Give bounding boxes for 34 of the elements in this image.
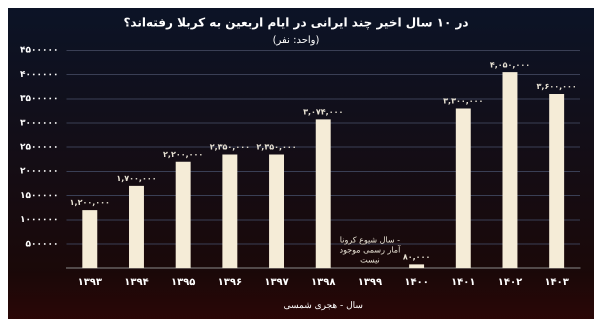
y-tick-label: ۴۰۰۰۰۰۰ — [20, 70, 58, 80]
x-tick-label: ۱۳۹۴ — [124, 276, 149, 288]
y-tick-label: ۲۵۰۰۰۰۰ — [20, 142, 58, 153]
y-tick-label: ۱۵۰۰۰۰۰ — [20, 190, 58, 201]
annotation: سال شیوع کرونا - آمار رسمی موجود نیست — [340, 235, 402, 264]
data-label: ۲,۲۰۰,۰۰۰ — [163, 150, 204, 159]
chart-title: در ۱۰ سال اخیر چند ایرانی در ایام اربعین به کربلا رفته‌اند؟ — [123, 15, 469, 30]
x-tick-label: ۱۴۰۰ — [404, 276, 429, 288]
x-tick-label: ۱۳۹۶ — [218, 276, 242, 288]
data-label: ۳,۳۰۰,۰۰۰ — [443, 96, 484, 106]
y-tick-label: ۴۵۰۰۰۰۰ — [20, 46, 58, 56]
x-tick-label: ۱۳۹۷ — [264, 276, 289, 288]
y-tick-label: ۳۵۰۰۰۰۰ — [20, 94, 58, 104]
x-tick-label: ۱۴۰۱ — [451, 276, 476, 288]
x-tick-label: ۱۴۰۳ — [544, 276, 569, 288]
data-label: ۸۰,۰۰۰ — [402, 252, 430, 262]
data-label: ۳,۰۷۴,۰۰۰ — [303, 107, 344, 116]
x-tick-label: ۱۳۹۹ — [358, 276, 382, 288]
x-tick-label: ۱۳۹۵ — [170, 276, 196, 288]
data-label: ۱,۲۰۰,۰۰۰ — [70, 198, 110, 208]
y-tick-label: ۲۰۰۰۰۰۰ — [20, 166, 58, 177]
x-axis-title: سال - هجری شمسی — [283, 300, 363, 311]
data-label: ۱,۷۰۰,۰۰۰ — [116, 174, 157, 183]
y-tick-label: ۵۰۰۰۰۰ — [25, 239, 58, 250]
y-tick-label: ۱۰۰۰۰۰۰ — [20, 215, 58, 226]
data-label: ۳,۶۰۰,۰۰۰ — [536, 82, 577, 92]
x-tick-label: ۱۴۰۲ — [498, 276, 522, 288]
data-label: ۲,۳۵۰,۰۰۰ — [256, 142, 297, 152]
x-tick-label: ۱۳۹۸ — [311, 276, 336, 288]
chart-subtitle: (واحد: نفر) — [272, 34, 320, 46]
data-label: ۲,۳۵۰,۰۰۰ — [210, 142, 250, 152]
y-tick-label: ۳۰۰۰۰۰۰ — [20, 118, 58, 128]
x-tick-label: ۱۳۹۳ — [78, 276, 102, 288]
data-label: ۴,۰۵۰,۰۰۰ — [490, 60, 530, 70]
